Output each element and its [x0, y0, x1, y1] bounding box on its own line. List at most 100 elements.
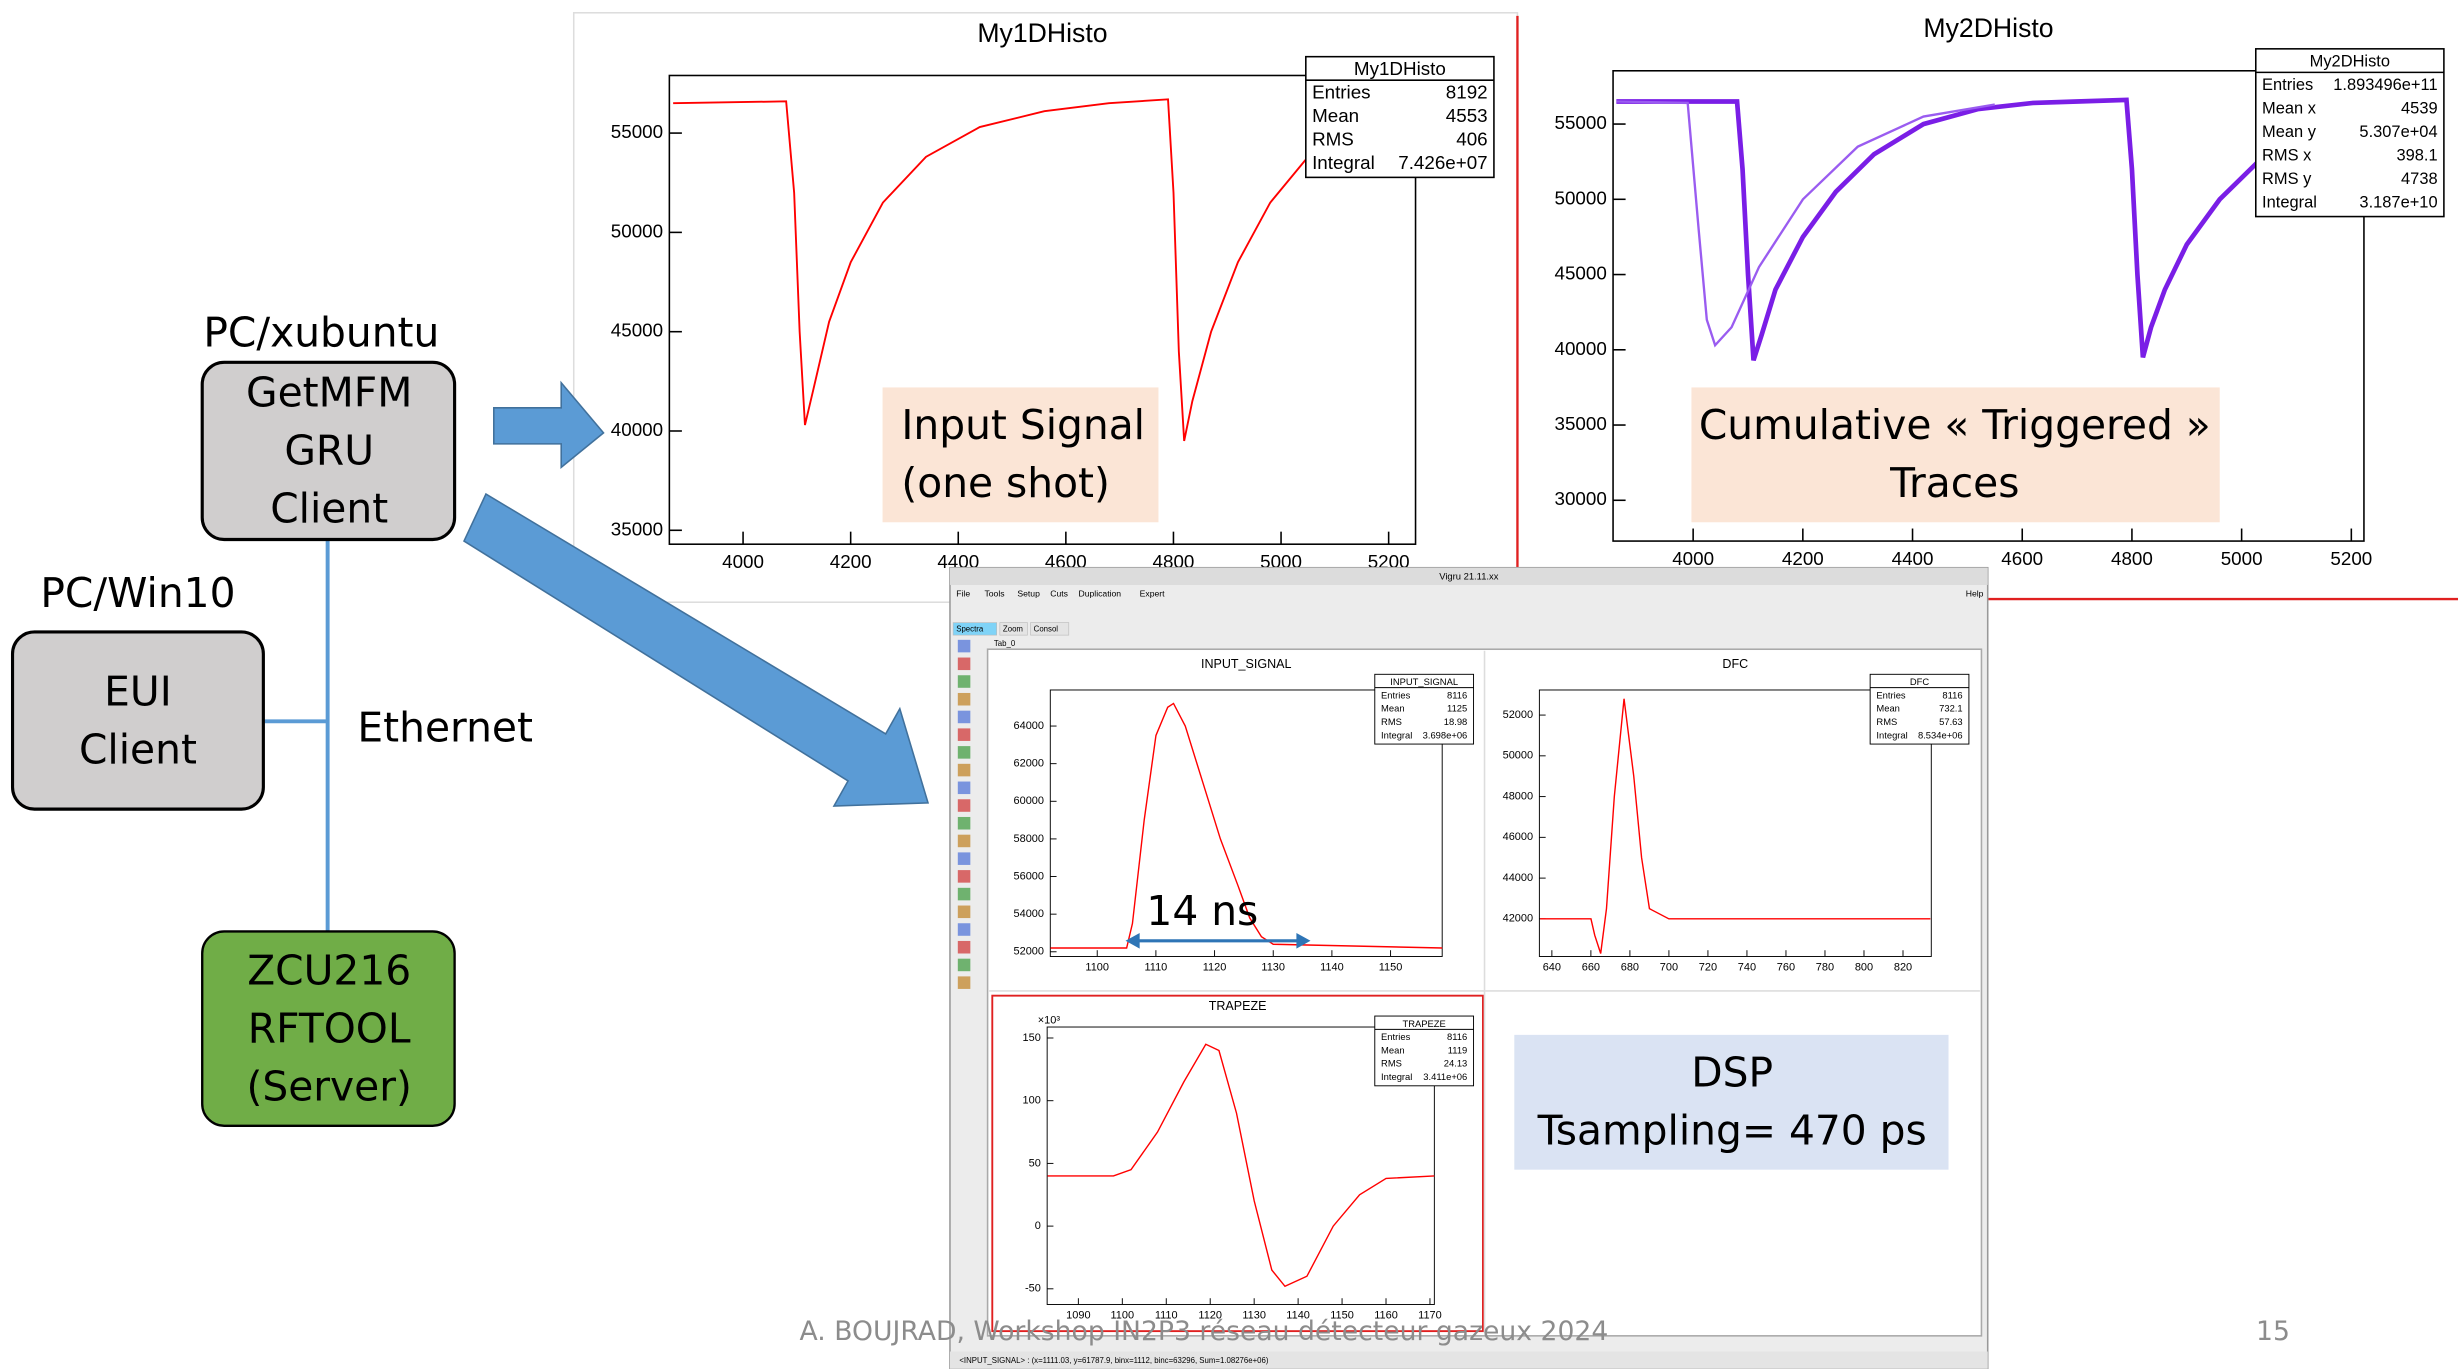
toolbar-icon: [958, 941, 971, 954]
x-tick-label: 1130: [1261, 961, 1285, 973]
stats-value: 3.698e+06: [1423, 729, 1468, 740]
stats-key: RMS: [1381, 716, 1402, 727]
x-tick-label: 740: [1738, 961, 1756, 973]
y-tick-label: 58000: [1014, 833, 1045, 845]
x-tick-label: 4200: [830, 551, 872, 572]
toolbar-icon: [958, 693, 971, 706]
x-tick-label: 4000: [722, 551, 764, 572]
y-tick-label: 60000: [1014, 795, 1045, 807]
tab-label: Spectra: [956, 625, 984, 634]
annotation-text: Tsampling= 470 ps: [1537, 1107, 1927, 1155]
y-tick-label: 50000: [1503, 750, 1534, 762]
node-label: GRU: [284, 426, 374, 474]
stats-value: 1.893496e+11: [2333, 76, 2437, 94]
page-number: 15: [2256, 1316, 2290, 1347]
y-tick-label: 46000: [1503, 831, 1534, 843]
stats-key: Integral: [1381, 729, 1412, 740]
stats-key: Integral: [1381, 1071, 1412, 1082]
y-tick-label: -50: [1025, 1283, 1041, 1295]
x-tick-label: 4400: [1892, 548, 1934, 569]
stats-key: Mean: [1876, 703, 1900, 714]
plot-title: DFC: [1722, 657, 1748, 671]
y-tick-label: 54000: [1014, 908, 1045, 920]
y-tick-label: 44000: [1503, 872, 1534, 884]
x-tick-label: 4600: [2001, 548, 2043, 569]
x-tick-label: 4000: [1672, 548, 1714, 569]
menu-item: Setup: [1017, 589, 1040, 599]
toolbar-icon: [958, 746, 971, 759]
menu-item: Duplication: [1079, 589, 1122, 599]
node-box: [13, 632, 264, 809]
y-tick-label: 62000: [1014, 758, 1045, 770]
subtab-label: Tab_0: [994, 639, 1016, 648]
stats-value: 398.1: [2396, 147, 2437, 165]
stats-key: Entries: [1381, 689, 1411, 700]
stats-value: 732.1: [1939, 703, 1963, 714]
stats-value: 8.534e+06: [1918, 729, 1963, 740]
y-tick-label: 50000: [1555, 187, 1607, 208]
stats-key: Mean: [1381, 703, 1405, 714]
stats-key: RMS: [1876, 716, 1897, 727]
x-tick-label: 1120: [1203, 961, 1227, 973]
stats-value: 8192: [1446, 81, 1488, 102]
stats-value: 3.411e+06: [1423, 1071, 1467, 1082]
toolbar-icon: [958, 923, 971, 936]
stats-value: 8116: [1447, 1031, 1467, 1042]
stats-key: Entries: [2262, 76, 2313, 94]
stats-value: 24.13: [1444, 1058, 1468, 1069]
toolbar-icon: [958, 799, 971, 812]
toolbar-icon: [958, 835, 971, 848]
menu-help: Help: [1966, 589, 1984, 599]
stats-key: Entries: [1381, 1031, 1411, 1042]
tab-label: Consol: [1034, 625, 1059, 634]
node-label: RFTOOL: [248, 1005, 411, 1053]
stats-key: Mean: [1312, 105, 1359, 126]
window-title: Vigru 21.11.xx: [1439, 571, 1498, 582]
toolbar-icon: [958, 852, 971, 865]
slide: PC/xubuntu GetMFM GRU Client PC/Win10 EU…: [0, 0, 2458, 1369]
y-tick-label: 45000: [1555, 263, 1607, 284]
host-label: PC/xubuntu: [203, 309, 439, 357]
menu-item: Tools: [984, 589, 1004, 599]
x-tick-label: 660: [1582, 961, 1600, 973]
stats-value: 18.98: [1444, 716, 1468, 727]
x-tick-label: 1100: [1085, 961, 1109, 973]
stats-key: Entries: [1312, 81, 1371, 102]
x-tick-label: 700: [1660, 961, 1678, 973]
stats-value: 4738: [2401, 170, 2438, 188]
toolbar-icon: [958, 976, 971, 989]
toolbar-icon: [958, 728, 971, 741]
toolbar-icon: [958, 888, 971, 901]
y-tick-label: 48000: [1503, 790, 1534, 802]
menu-item: Expert: [1140, 589, 1165, 599]
page: PC/xubuntu GetMFM GRU Client PC/Win10 EU…: [0, 0, 2458, 1369]
plot-title: TRAPEZE: [1209, 999, 1267, 1013]
stats-value: 406: [1456, 129, 1487, 150]
stats-key: Mean: [1381, 1044, 1405, 1055]
annotation-text: DSP: [1691, 1049, 1773, 1097]
annotation-text: Input Signal: [901, 401, 1145, 449]
toolbar-icon: [958, 959, 971, 972]
y-multiplier: ×10³: [1038, 1015, 1061, 1027]
x-tick-label: 4800: [2111, 548, 2153, 569]
x-tick-label: 760: [1777, 961, 1795, 973]
y-tick-label: 40000: [611, 419, 663, 440]
menu-item: Cuts: [1050, 589, 1068, 599]
node-label: Client: [270, 484, 388, 532]
toolbar-icon: [958, 658, 971, 671]
stats-key: Integral: [1876, 729, 1907, 740]
annotation-text: Cumulative « Triggered »: [1699, 401, 2211, 449]
x-tick-label: 5200: [2330, 548, 2372, 569]
stats-title: INPUT_SIGNAL: [1390, 676, 1458, 687]
annotation-text: (one shot): [901, 459, 1110, 507]
stats-value: 7.426e+07: [1398, 152, 1487, 173]
toolbar-icon: [958, 711, 971, 724]
stats-value: 4539: [2401, 100, 2438, 118]
y-tick-label: 45000: [611, 320, 663, 341]
y-tick-label: 56000: [1014, 870, 1045, 882]
x-tick-label: 1140: [1320, 961, 1344, 973]
toolbar-icon: [958, 817, 971, 830]
x-tick-label: 720: [1699, 961, 1717, 973]
toolbar-icon: [958, 640, 971, 653]
x-tick-label: 1150: [1379, 961, 1403, 973]
